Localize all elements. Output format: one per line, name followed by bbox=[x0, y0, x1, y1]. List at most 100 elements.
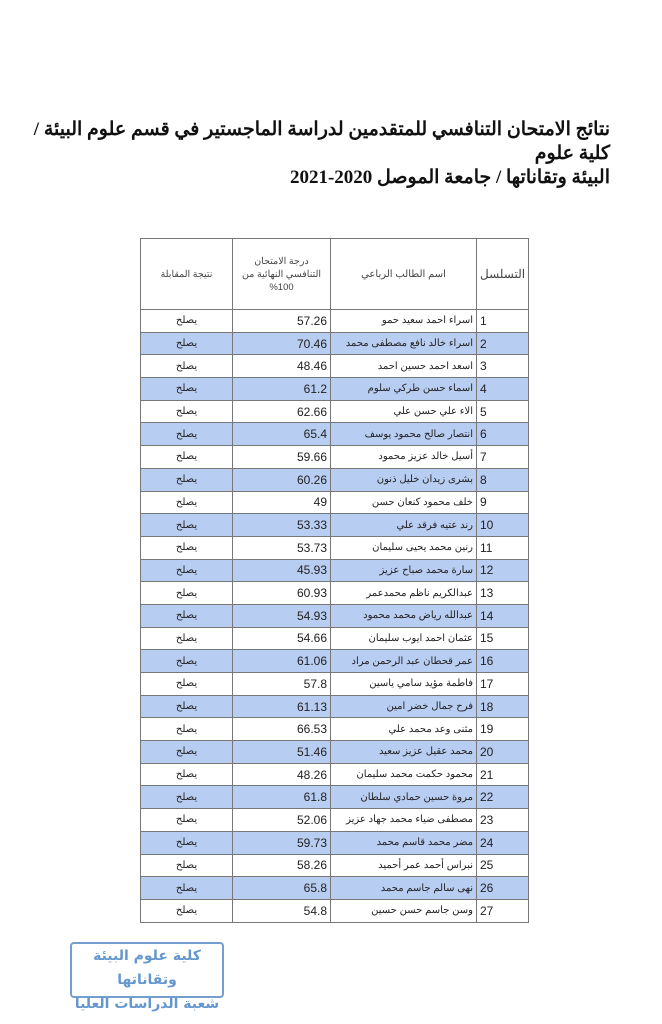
serial-cell: 5 bbox=[475, 399, 530, 424]
name-cell: عبدالله رياض محمد محمود bbox=[330, 603, 477, 628]
name-cell: محمود حكمت محمد سليمان bbox=[330, 762, 477, 787]
result-cell: يصلح bbox=[140, 672, 233, 696]
name-cell: فرح جمال خضر امين bbox=[330, 694, 477, 719]
table-row: 14 عبدالله رياض محمد محمود 54.93 يصلح bbox=[140, 603, 530, 628]
table-row: 26 نهى سالم جاسم محمد 65.8 يصلح bbox=[140, 876, 530, 900]
table-row: 1 اسراء احمد سعيد حمو 57.26 يصلح bbox=[140, 309, 530, 333]
name-cell: الاء علي حسن علي bbox=[330, 399, 477, 424]
result-cell: يصلح bbox=[140, 876, 233, 900]
serial-cell: 22 bbox=[475, 785, 530, 810]
serial-cell: 24 bbox=[475, 830, 530, 855]
result-cell: يصلح bbox=[140, 785, 233, 810]
name-cell: عثمان احمد ايوب سليمان bbox=[330, 626, 477, 651]
score-cell: 65.4 bbox=[232, 422, 331, 447]
results-table: التسلسل اسم الطالب الرباعي درجة الامتحان… bbox=[140, 238, 530, 923]
name-cell: عمر قحطان عبد الرحمن مراد bbox=[330, 649, 477, 673]
name-cell: رند عتيه فرقد علي bbox=[330, 513, 477, 537]
serial-cell: 14 bbox=[475, 603, 530, 628]
score-cell: 53.73 bbox=[232, 535, 331, 560]
serial-cell: 15 bbox=[475, 626, 530, 651]
score-cell: 65.8 bbox=[232, 876, 331, 900]
serial-cell: 27 bbox=[475, 898, 530, 923]
header-score: درجة الامتحان التنافسي النهائية من 100% bbox=[232, 238, 331, 310]
table-row: 6 انتصار صالح محمود يوسف 65.4 يصلح bbox=[140, 422, 530, 447]
result-cell: يصلح bbox=[140, 309, 233, 333]
result-cell: يصلح bbox=[140, 445, 233, 469]
score-cell: 60.26 bbox=[232, 467, 331, 492]
serial-cell: 20 bbox=[475, 740, 530, 764]
score-cell: 48.46 bbox=[232, 354, 331, 379]
table-row: 17 فاطمة مؤيد سامي ياسين 57.8 يصلح bbox=[140, 672, 530, 696]
name-cell: أسيل خالد عزيز محمود bbox=[330, 445, 477, 469]
result-cell: يصلح bbox=[140, 694, 233, 719]
table-row: 25 نبراس أحمد عمر أحميد 58.26 يصلح bbox=[140, 853, 530, 878]
result-cell: يصلح bbox=[140, 603, 233, 628]
table-row: 19 مثنى وعد محمد علي 66.53 يصلح bbox=[140, 717, 530, 742]
stamp-line-2: شعبة الدراسات العليا bbox=[74, 996, 220, 1012]
name-cell: نبراس أحمد عمر أحميد bbox=[330, 853, 477, 878]
name-cell: عبدالكريم ناظم محمدعمر bbox=[330, 581, 477, 605]
serial-cell: 6 bbox=[475, 422, 530, 447]
name-cell: انتصار صالح محمود يوسف bbox=[330, 422, 477, 447]
serial-cell: 8 bbox=[475, 467, 530, 492]
result-cell: يصلح bbox=[140, 898, 233, 923]
table-row: 5 الاء علي حسن علي 62.66 يصلح bbox=[140, 399, 530, 424]
score-cell: 61.8 bbox=[232, 785, 331, 810]
score-cell: 54.93 bbox=[232, 603, 331, 628]
result-cell: يصلح bbox=[140, 399, 233, 424]
result-cell: يصلح bbox=[140, 535, 233, 560]
score-cell: 58.26 bbox=[232, 853, 331, 878]
name-cell: اسراء خالد نافع مصطفى محمد bbox=[330, 331, 477, 356]
result-cell: يصلح bbox=[140, 740, 233, 764]
serial-cell: 18 bbox=[475, 694, 530, 719]
table-row: 7 أسيل خالد عزيز محمود 59.66 يصلح bbox=[140, 445, 530, 469]
result-cell: يصلح bbox=[140, 490, 233, 515]
serial-cell: 7 bbox=[475, 445, 530, 469]
table-row: 16 عمر قحطان عبد الرحمن مراد 61.06 يصلح bbox=[140, 649, 530, 673]
header-row: التسلسل اسم الطالب الرباعي درجة الامتحان… bbox=[140, 238, 530, 310]
result-cell: يصلح bbox=[140, 649, 233, 673]
result-cell: يصلح bbox=[140, 331, 233, 356]
stamp-line-1: كلية علوم البيئة وتقاناتها bbox=[93, 948, 201, 988]
score-cell: 59.66 bbox=[232, 445, 331, 469]
score-cell: 52.06 bbox=[232, 808, 331, 832]
score-cell: 57.8 bbox=[232, 672, 331, 696]
result-cell: يصلح bbox=[140, 513, 233, 537]
score-cell: 54.66 bbox=[232, 626, 331, 651]
name-cell: اسعد احمد حسين احمد bbox=[330, 354, 477, 379]
name-cell: خلف محمود كنعان حسن bbox=[330, 490, 477, 515]
table-row: 2 اسراء خالد نافع مصطفى محمد 70.46 يصلح bbox=[140, 331, 530, 356]
score-cell: 53.33 bbox=[232, 513, 331, 537]
result-cell: يصلح bbox=[140, 354, 233, 379]
table-row: 23 مصطفى ضياء محمد جهاد عزيز 52.06 يصلح bbox=[140, 808, 530, 832]
serial-cell: 16 bbox=[475, 649, 530, 673]
table-row: 11 رنين محمد يحيى سليمان 53.73 يصلح bbox=[140, 535, 530, 560]
name-cell: سارة محمد صباح عزيز bbox=[330, 558, 477, 583]
college-stamp: كلية علوم البيئة وتقاناتها شعبة الدراسات… bbox=[70, 942, 224, 1012]
result-cell: يصلح bbox=[140, 467, 233, 492]
name-cell: مروة حسين حمادي سلطان bbox=[330, 785, 477, 810]
result-cell: يصلح bbox=[140, 377, 233, 401]
name-cell: مثنى وعد محمد علي bbox=[330, 717, 477, 742]
table-row: 13 عبدالكريم ناظم محمدعمر 60.93 يصلح bbox=[140, 581, 530, 605]
name-cell: اسماء حسن طركي سلوم bbox=[330, 377, 477, 401]
table-row: 10 رند عتيه فرقد علي 53.33 يصلح bbox=[140, 513, 530, 537]
table-row: 21 محمود حكمت محمد سليمان 48.26 يصلح bbox=[140, 762, 530, 787]
score-cell: 49 bbox=[232, 490, 331, 515]
table-row: 15 عثمان احمد ايوب سليمان 54.66 يصلح bbox=[140, 626, 530, 651]
name-cell: بشرى زيدان خليل ذنون bbox=[330, 467, 477, 492]
table-row: 24 مضر محمد قاسم محمد 59.73 يصلح bbox=[140, 830, 530, 855]
table-row: 3 اسعد احمد حسين احمد 48.46 يصلح bbox=[140, 354, 530, 379]
score-cell: 62.66 bbox=[232, 399, 331, 424]
score-cell: 61.06 bbox=[232, 649, 331, 673]
score-cell: 70.46 bbox=[232, 331, 331, 356]
serial-cell: 23 bbox=[475, 808, 530, 832]
result-cell: يصلح bbox=[140, 717, 233, 742]
score-cell: 57.26 bbox=[232, 309, 331, 333]
serial-cell: 10 bbox=[475, 513, 530, 537]
table-row: 27 وسن جاسم حسن حسين 54.8 يصلح bbox=[140, 898, 530, 923]
result-cell: يصلح bbox=[140, 830, 233, 855]
name-cell: نهى سالم جاسم محمد bbox=[330, 876, 477, 900]
result-cell: يصلح bbox=[140, 853, 233, 878]
name-cell: فاطمة مؤيد سامي ياسين bbox=[330, 672, 477, 696]
